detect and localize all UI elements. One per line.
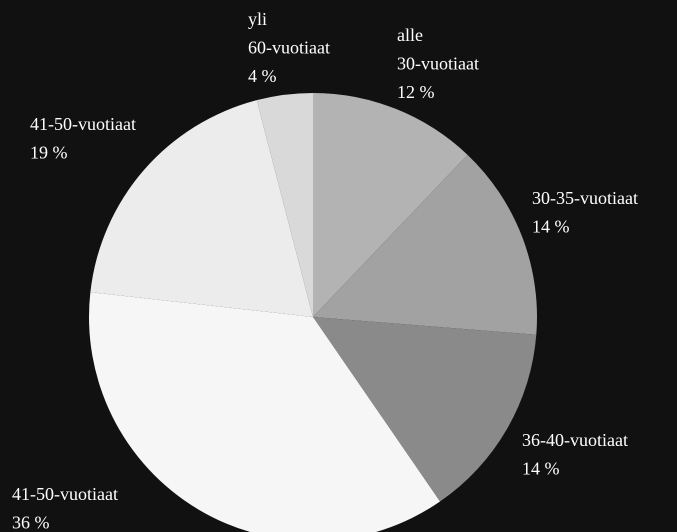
label-line: 41-50-vuotiaat (12, 484, 118, 504)
pie-slice (313, 317, 537, 502)
slice-value-label: 14 % (522, 459, 560, 479)
label-line: 30-vuotiaat (397, 54, 479, 74)
pie-slice (256, 93, 313, 317)
slice-value-label: 12 % (397, 82, 435, 102)
pie-slice (313, 93, 468, 317)
slice-value-label: 14 % (532, 217, 570, 237)
slice-value-label: 36 % (12, 513, 50, 532)
pie-slice (313, 154, 537, 335)
slice-label: 41-50-vuotiaat (12, 484, 118, 504)
label-line: alle (397, 25, 423, 45)
slice-label: 41-50-vuotiaat (30, 114, 136, 134)
label-line: 60-vuotiaat (248, 38, 330, 58)
label-line: 30-35-vuotiaat (532, 188, 638, 208)
label-line: 41-50-vuotiaat (30, 114, 136, 134)
label-line: 36-40-vuotiaat (522, 430, 628, 450)
slice-value-label: 19 % (30, 143, 68, 163)
slice-label: 30-35-vuotiaat (532, 188, 638, 208)
slice-value-label: 4 % (248, 66, 277, 86)
pie-slice (90, 100, 313, 317)
label-line: yli (248, 9, 267, 29)
pie-slice (89, 292, 441, 532)
slice-label: 36-40-vuotiaat (522, 430, 628, 450)
slice-label: alle 30-vuotiaat (397, 25, 479, 74)
slice-label: yli 60-vuotiaat (248, 9, 330, 58)
